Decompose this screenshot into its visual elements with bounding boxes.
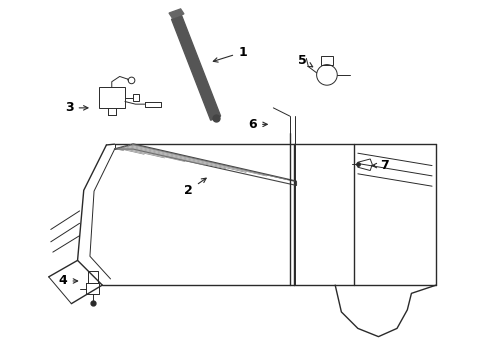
Text: 7: 7	[371, 159, 388, 172]
Bar	[133, 94, 139, 101]
Text: 3: 3	[65, 102, 88, 114]
Text: 6: 6	[248, 118, 267, 131]
Text: 4: 4	[59, 274, 78, 288]
Text: 5: 5	[297, 54, 312, 67]
Text: 2: 2	[184, 178, 206, 197]
Text: 1: 1	[213, 46, 246, 62]
Polygon shape	[171, 15, 220, 120]
Bar	[320, 57, 332, 64]
Polygon shape	[169, 9, 183, 18]
